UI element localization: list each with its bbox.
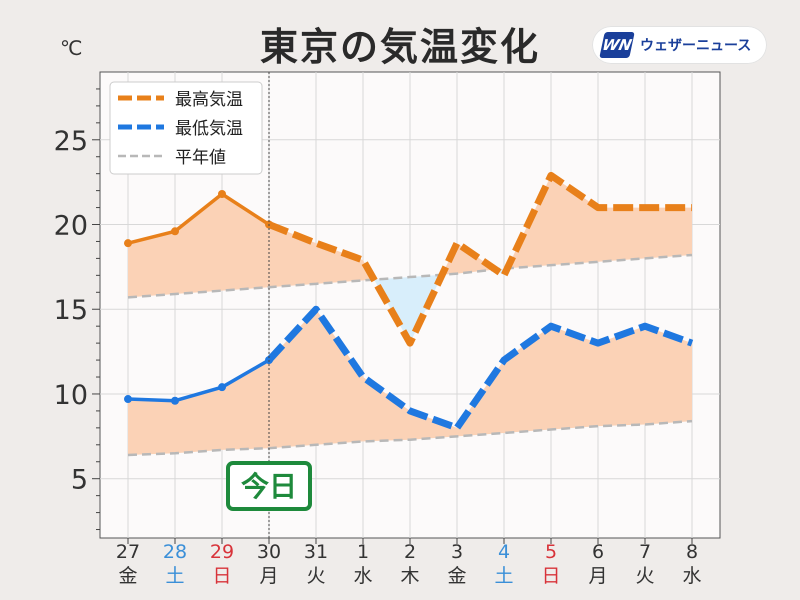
- x-tick-label-weekday: 木: [400, 565, 419, 587]
- low-warm-fill: [316, 309, 363, 445]
- legend-label-normal: 平年値: [175, 148, 226, 168]
- low-point: [171, 396, 179, 405]
- low-warm-fill: [175, 387, 222, 454]
- x-tick-label-weekday: 金: [118, 565, 137, 587]
- y-tick-label: 25: [54, 126, 88, 157]
- x-tick-label-weekday: 金: [447, 565, 466, 587]
- low-warm-fill: [128, 399, 175, 455]
- low-warm-fill: [363, 377, 410, 442]
- high-warm-fill: [128, 231, 175, 298]
- today-badge-label: 今日: [241, 470, 297, 503]
- x-tick-label-weekday: 水: [682, 565, 701, 587]
- weathernews-logo-text: ウェザーニュース: [640, 38, 752, 54]
- low-point: [218, 383, 226, 392]
- x-tick-label-date: 8: [686, 541, 698, 563]
- y-tick-label: 15: [54, 295, 88, 326]
- x-tick-label-date: 29: [210, 541, 234, 563]
- low-forecast-line: [266, 305, 694, 432]
- x-tick-label-date: 6: [592, 541, 604, 563]
- low-warm-fill: [269, 309, 316, 449]
- low-warm-fill: [222, 360, 269, 450]
- high-warm-fill: [598, 207, 645, 262]
- high-warm-fill: [645, 207, 692, 259]
- high-observed-line: [127, 192, 270, 245]
- x-tick-label-date: 30: [257, 541, 281, 563]
- legend-box: [109, 81, 263, 175]
- legend-label-low: 最低気温: [175, 119, 243, 139]
- y-tick-label: 20: [54, 211, 88, 242]
- high-point: [124, 239, 132, 248]
- x-tick-label-date: 7: [639, 541, 651, 563]
- x-tick-label-date: 31: [304, 541, 328, 563]
- x-tick-label-date: 5: [545, 541, 557, 563]
- x-tick-label-weekday: 火: [306, 565, 325, 587]
- x-tick-label-weekday: 水: [353, 565, 372, 587]
- high-warm-fill: [316, 243, 363, 284]
- x-tick-label-weekday: 土: [494, 565, 513, 587]
- x-tick-label-date: 27: [116, 541, 140, 563]
- normal-high-line: [127, 253, 693, 299]
- y-axis: 5 10 15 20 25: [54, 88, 100, 531]
- x-tick-label-weekday: 日: [541, 565, 560, 587]
- x-tick-label-weekday: 月: [588, 565, 607, 587]
- high-forecast-line: [267, 171, 692, 347]
- y-tick-label: 5: [71, 465, 88, 496]
- x-tick-label-date: 3: [451, 541, 463, 563]
- x-tick-label-weekday: 土: [165, 565, 184, 587]
- weathernews-logo: WN ウェザーニュース: [592, 26, 767, 64]
- x-tick-label-date: 4: [498, 541, 510, 563]
- low-observed-line: [127, 358, 270, 403]
- low-warm-fill: [551, 326, 598, 430]
- y-axis-unit: ℃: [60, 36, 83, 60]
- low-point: [124, 395, 132, 404]
- x-tick-label-date: 28: [163, 541, 187, 563]
- x-tick-label-weekday: 日: [212, 565, 231, 587]
- today-badge: [226, 461, 312, 511]
- high-warm-fill: [175, 194, 222, 294]
- high-point: [171, 227, 179, 236]
- low-warm-fill: [645, 326, 692, 425]
- x-tick-label-weekday: 火: [635, 565, 654, 587]
- low-warm-fill: [598, 326, 645, 427]
- high-point: [218, 190, 226, 199]
- x-tick-label-date: 1: [357, 541, 369, 563]
- y-tick-label: 10: [54, 380, 88, 411]
- normal-low-line: [127, 419, 693, 457]
- x-tick-label-weekday: 月: [259, 565, 278, 587]
- legend-label-high: 最高気温: [175, 90, 243, 110]
- x-tick-label-date: 2: [404, 541, 416, 563]
- chart-title: 東京の気温変化: [259, 25, 540, 69]
- high-warm-fill: [551, 175, 598, 266]
